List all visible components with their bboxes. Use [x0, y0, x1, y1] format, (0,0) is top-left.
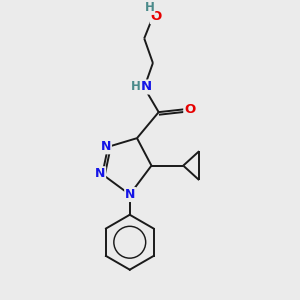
Text: N: N [125, 188, 136, 201]
Text: N: N [141, 80, 152, 94]
Text: H: H [145, 1, 154, 14]
Text: O: O [184, 103, 196, 116]
Text: O: O [151, 10, 162, 23]
Text: N: N [95, 167, 105, 180]
Text: H: H [131, 80, 141, 94]
Text: N: N [100, 140, 111, 153]
